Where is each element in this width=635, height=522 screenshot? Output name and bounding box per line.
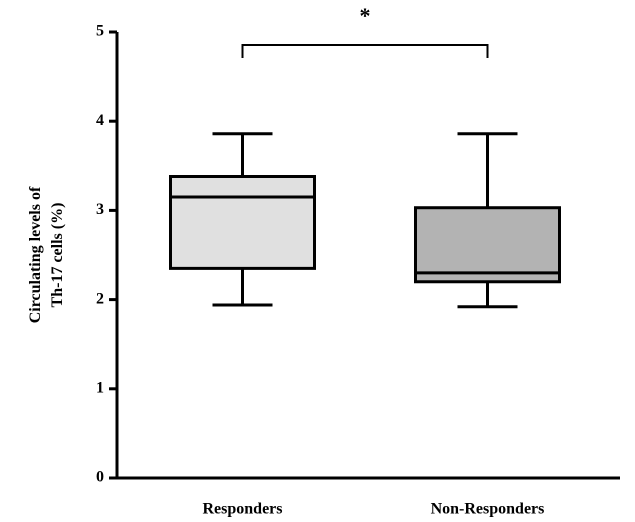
significance-bracket xyxy=(241,44,489,58)
y-tick-label: 5 xyxy=(96,23,104,40)
y-tick-label: 4 xyxy=(96,112,104,129)
significance-marker: * xyxy=(360,3,371,28)
x-tick-label: Responders xyxy=(202,501,282,518)
y-axis-label-line: Th-17 cells (%) xyxy=(49,203,66,308)
y-axis-label: Circulating levels of Th-17 cells (%) xyxy=(27,186,66,323)
y-tick-label: 3 xyxy=(96,201,104,218)
x-tick-label: Non-Responders xyxy=(431,501,545,518)
box xyxy=(169,175,316,270)
y-tick-label: 1 xyxy=(96,379,104,396)
y-axis-label-line: Circulating levels of xyxy=(27,186,44,323)
y-tick-label: 0 xyxy=(96,469,104,486)
box xyxy=(414,206,561,284)
y-tick-label: 2 xyxy=(96,290,104,307)
